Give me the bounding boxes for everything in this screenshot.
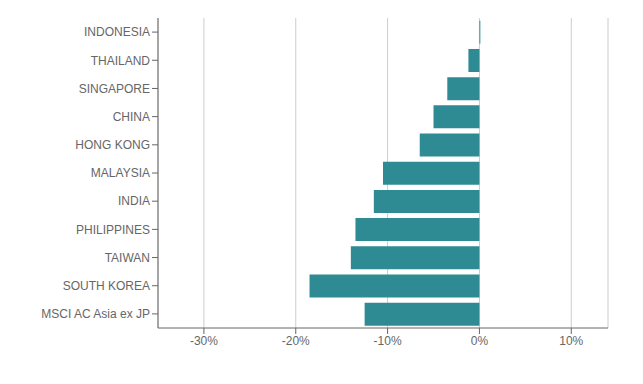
- svg-text:MALAYSIA: MALAYSIA: [91, 166, 150, 180]
- svg-text:-10%: -10%: [374, 334, 402, 348]
- svg-text:INDIA: INDIA: [118, 194, 150, 208]
- svg-text:THAILAND: THAILAND: [91, 54, 151, 68]
- svg-text:-20%: -20%: [282, 334, 310, 348]
- svg-text:PHILIPPINES: PHILIPPINES: [76, 223, 150, 237]
- svg-text:SOUTH KOREA: SOUTH KOREA: [63, 279, 150, 293]
- svg-text:-30%: -30%: [190, 334, 218, 348]
- svg-text:TAIWAN: TAIWAN: [105, 251, 150, 265]
- svg-text:HONG KONG: HONG KONG: [75, 138, 150, 152]
- svg-text:CHINA: CHINA: [113, 110, 150, 124]
- svg-text:0%: 0%: [471, 334, 489, 348]
- svg-text:MSCI AC Asia ex JP: MSCI AC Asia ex JP: [41, 307, 150, 321]
- svg-text:SINGAPORE: SINGAPORE: [79, 82, 150, 96]
- svg-text:INDONESIA: INDONESIA: [84, 25, 150, 39]
- svg-text:10%: 10%: [559, 334, 583, 348]
